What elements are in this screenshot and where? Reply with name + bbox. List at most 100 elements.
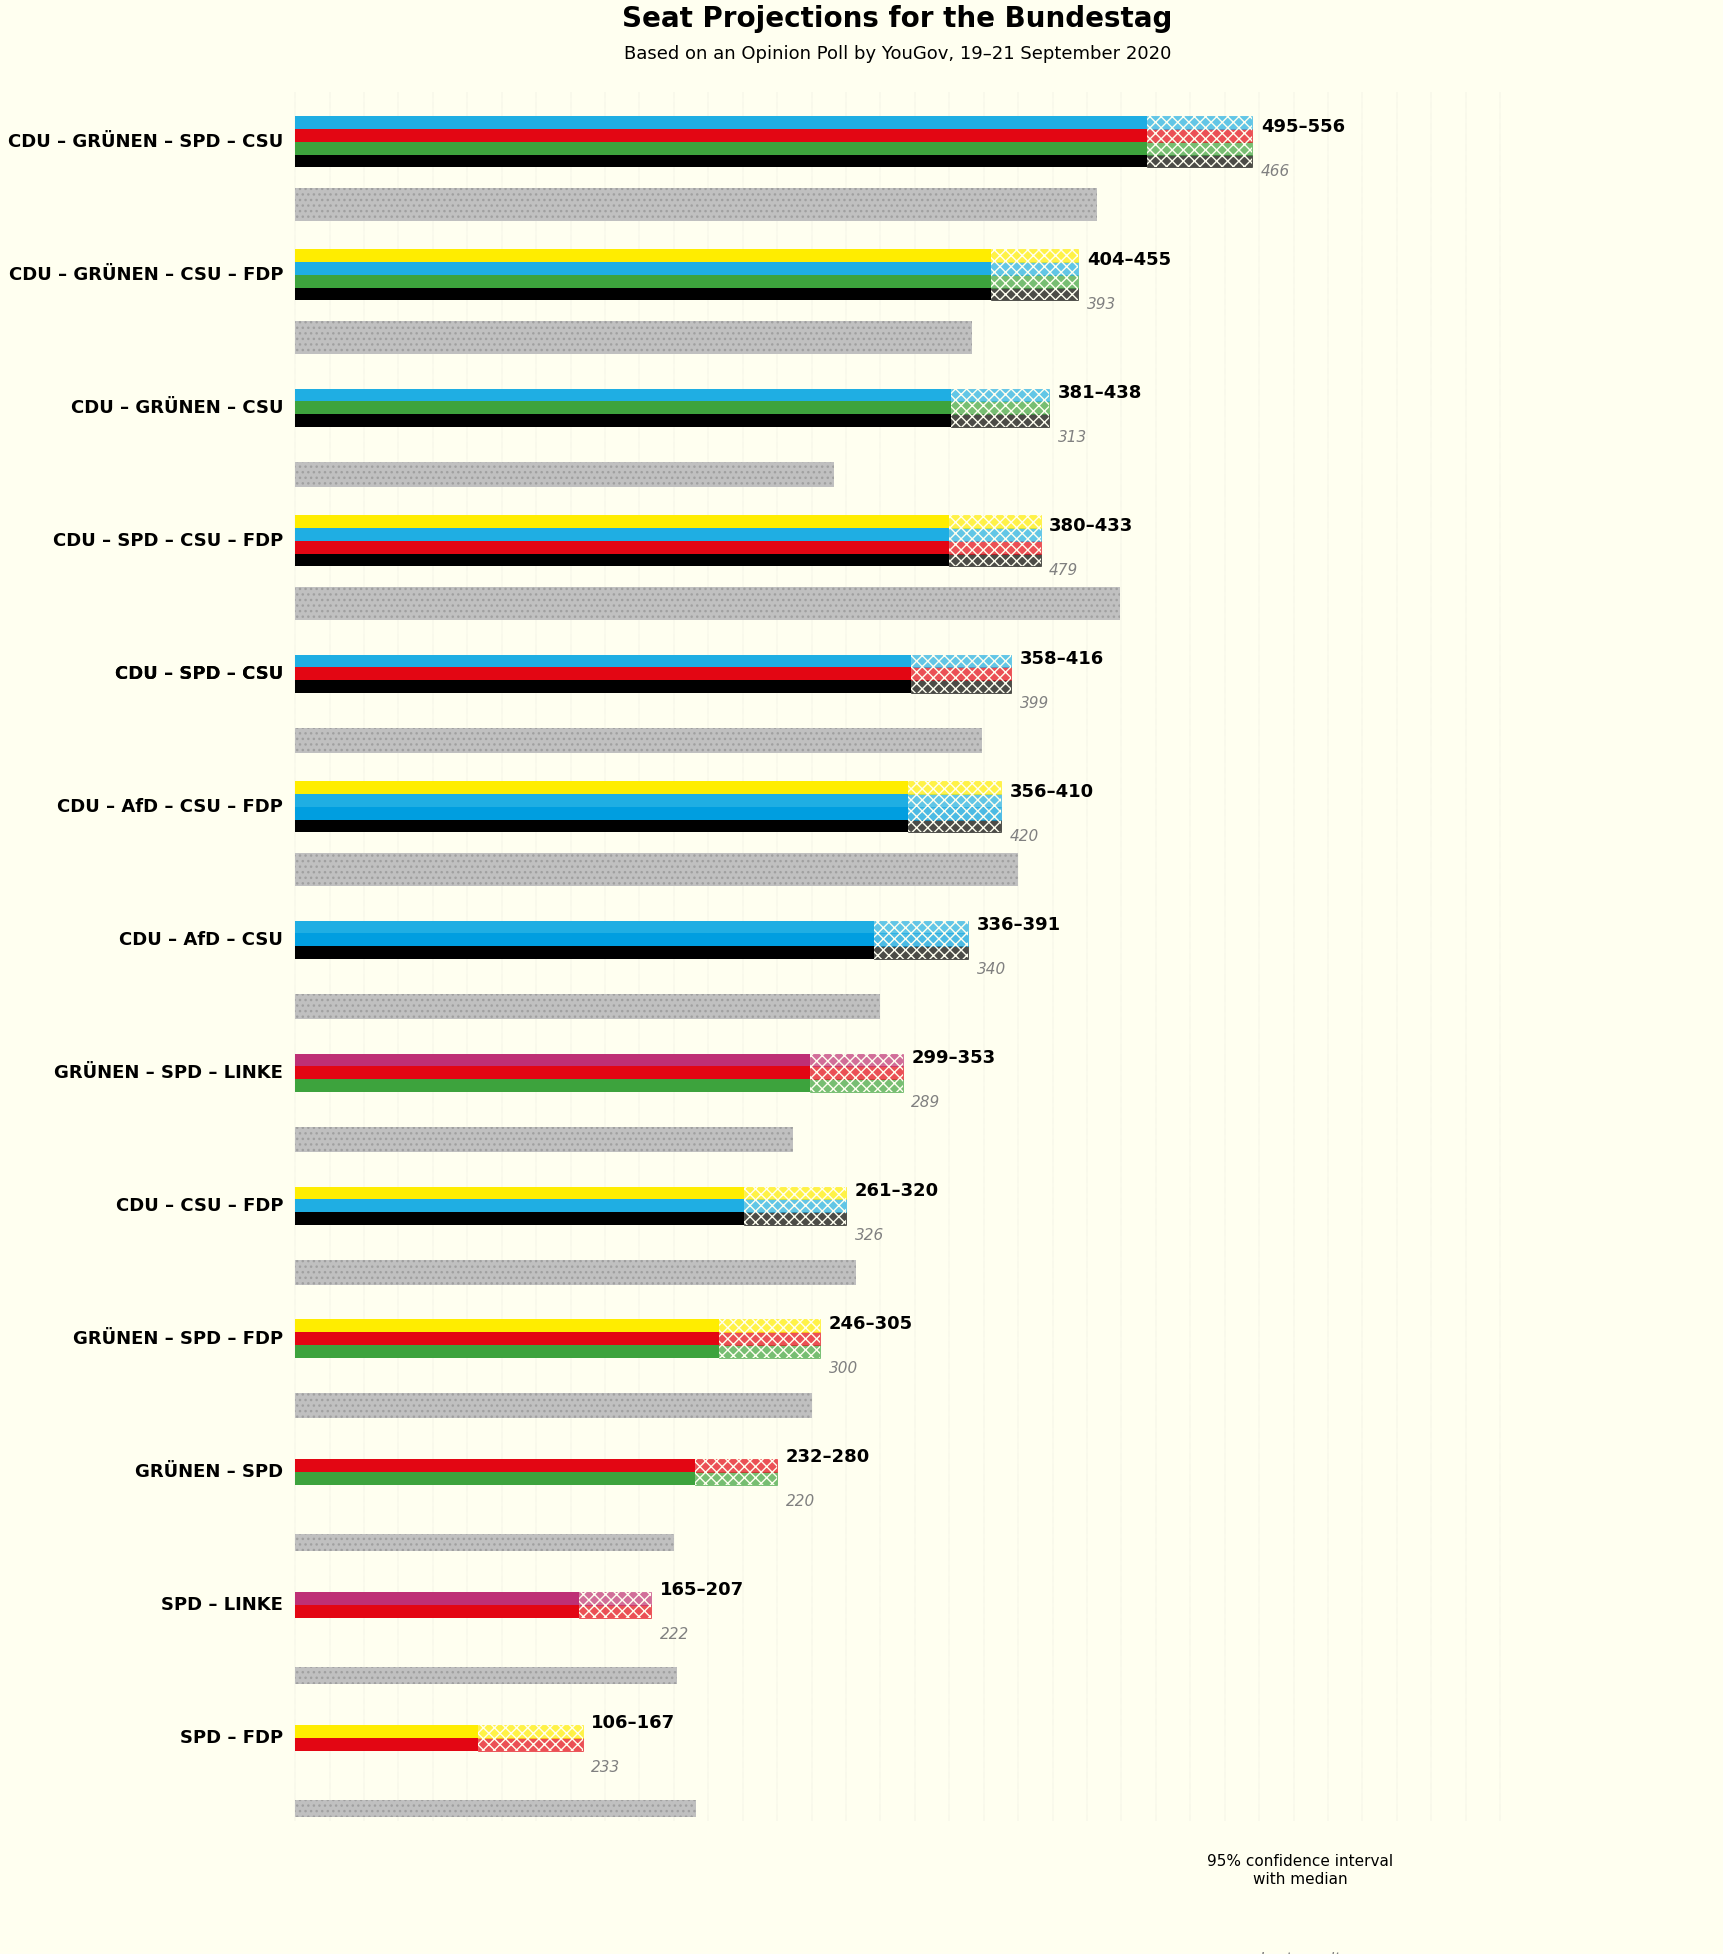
Bar <box>295 188 1098 221</box>
Text: GRÜNEN – SPD – FDP: GRÜNEN – SPD – FDP <box>72 1331 283 1348</box>
Bar <box>874 934 968 946</box>
Bar <box>744 1200 846 1211</box>
Bar <box>1196 1886 1258 1905</box>
Bar <box>295 553 949 567</box>
Bar <box>991 262 1079 276</box>
Text: 356–410: 356–410 <box>1010 784 1092 801</box>
Bar <box>718 1333 820 1344</box>
Text: 336–391: 336–391 <box>977 916 1060 934</box>
Bar <box>718 1344 820 1358</box>
Bar <box>295 276 991 287</box>
Bar <box>911 655 1011 668</box>
Bar <box>949 516 1041 528</box>
Bar <box>295 1127 793 1151</box>
Text: 222: 222 <box>660 1628 689 1641</box>
Bar <box>951 389 1049 401</box>
Bar <box>295 1067 810 1079</box>
Bar <box>908 807 1001 819</box>
Bar <box>744 1186 846 1200</box>
Bar <box>295 320 972 354</box>
Bar <box>295 414 951 426</box>
Text: 246–305: 246–305 <box>829 1315 913 1333</box>
Bar <box>295 1593 579 1604</box>
Bar <box>295 729 982 752</box>
Text: CDU – GRÜNEN – CSU: CDU – GRÜNEN – CSU <box>71 399 283 416</box>
Bar <box>295 1260 856 1284</box>
Bar <box>295 854 1018 885</box>
Bar <box>295 1260 856 1284</box>
Bar <box>1146 154 1251 168</box>
Bar <box>295 1460 694 1471</box>
Text: 106–167: 106–167 <box>591 1714 675 1731</box>
Bar <box>1146 115 1251 129</box>
Bar <box>744 1211 846 1225</box>
Text: 313: 313 <box>1058 430 1087 446</box>
Text: 479: 479 <box>1049 563 1079 578</box>
Text: 300: 300 <box>829 1360 858 1376</box>
Bar <box>949 528 1041 541</box>
Bar <box>295 793 908 807</box>
Text: 495–556: 495–556 <box>1260 117 1344 137</box>
Bar <box>718 1344 820 1358</box>
Bar <box>718 1319 820 1333</box>
Bar <box>295 1333 718 1344</box>
Bar <box>949 553 1041 567</box>
Bar <box>810 1079 903 1092</box>
Bar <box>694 1460 777 1471</box>
Bar <box>908 819 1001 832</box>
Bar <box>694 1471 777 1485</box>
Bar <box>295 115 1146 129</box>
Text: 380–433: 380–433 <box>1049 518 1132 535</box>
Bar <box>477 1725 582 1737</box>
Bar <box>911 668 1011 680</box>
Bar <box>874 946 968 959</box>
Text: CDU – SPD – CSU: CDU – SPD – CSU <box>115 664 283 682</box>
Text: CDU – AfD – CSU – FDP: CDU – AfD – CSU – FDP <box>57 797 283 815</box>
Bar <box>744 1200 846 1211</box>
Bar <box>694 1460 777 1471</box>
Bar <box>579 1604 651 1618</box>
Bar <box>295 995 880 1018</box>
Text: 299–353: 299–353 <box>911 1049 994 1067</box>
Bar <box>949 541 1041 553</box>
Bar <box>295 1725 477 1737</box>
Bar <box>810 1067 903 1079</box>
Bar <box>295 1200 744 1211</box>
Bar <box>295 655 911 668</box>
Bar <box>295 807 908 819</box>
Bar <box>295 1604 579 1618</box>
Bar <box>295 154 1146 168</box>
Bar <box>295 1211 744 1225</box>
Text: CDU – CSU – FDP: CDU – CSU – FDP <box>115 1196 283 1215</box>
Bar <box>579 1604 651 1618</box>
Bar <box>295 1471 694 1485</box>
Bar <box>295 389 951 401</box>
Bar <box>295 668 911 680</box>
Bar <box>744 1186 846 1200</box>
Bar <box>951 401 1049 414</box>
Bar <box>295 854 1018 885</box>
Text: SPD – LINKE: SPD – LINKE <box>162 1596 283 1614</box>
Bar <box>295 946 874 959</box>
Bar <box>295 782 908 793</box>
Bar <box>1146 143 1251 154</box>
Bar <box>694 1471 777 1485</box>
Text: 233: 233 <box>591 1761 620 1774</box>
Bar <box>295 934 874 946</box>
Bar <box>810 1053 903 1067</box>
Text: Seat Projections for the Bundestag: Seat Projections for the Bundestag <box>622 6 1172 33</box>
Bar <box>810 1079 903 1092</box>
Bar <box>949 553 1041 567</box>
Bar <box>295 516 949 528</box>
Bar <box>951 414 1049 426</box>
Bar <box>295 819 908 832</box>
Bar <box>991 287 1079 301</box>
Text: CDU – SPD – CSU: CDU – SPD – CSU <box>115 664 283 682</box>
Bar <box>477 1725 582 1737</box>
Bar <box>718 1319 820 1333</box>
Bar <box>295 320 972 354</box>
Text: CDU – SPD – CSU – FDP: CDU – SPD – CSU – FDP <box>53 531 283 549</box>
Bar <box>1146 143 1251 154</box>
Text: 404–455: 404–455 <box>1087 250 1170 270</box>
Bar <box>1146 129 1251 143</box>
